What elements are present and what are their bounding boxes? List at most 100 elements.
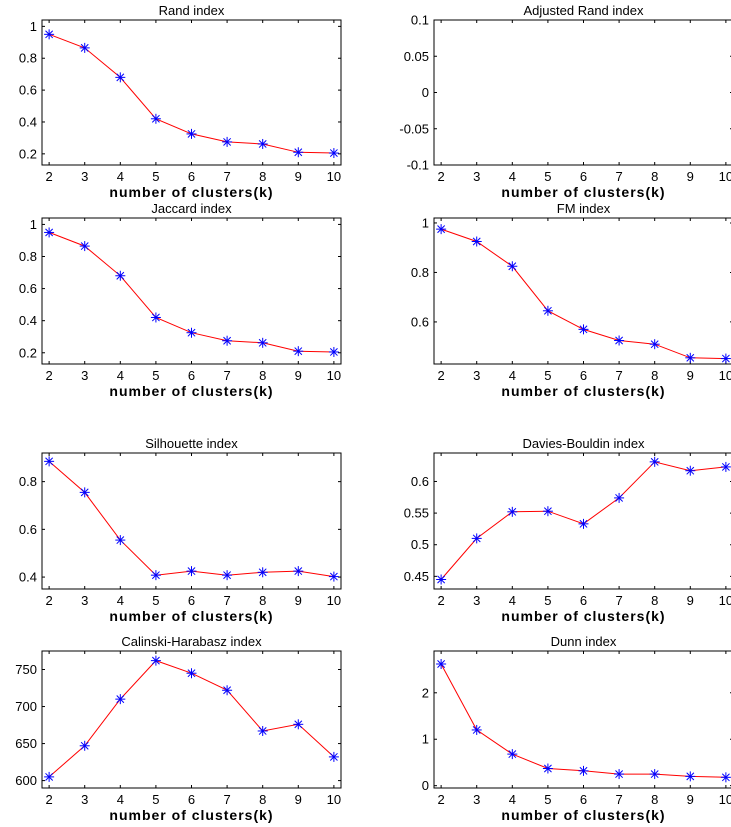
y-tick-label: 0.2 xyxy=(19,345,37,360)
x-tick-label: 3 xyxy=(81,368,88,383)
data-point xyxy=(186,668,197,679)
x-tick-label: 2 xyxy=(438,593,445,608)
y-tick-label: 0.2 xyxy=(19,146,37,161)
x-tick-label: 3 xyxy=(473,792,480,807)
chart-title-fm-index: FM index xyxy=(557,201,611,216)
x-tick-label: 2 xyxy=(46,593,53,608)
data-point xyxy=(685,352,696,363)
data-point xyxy=(79,241,90,252)
y-tick-label: 700 xyxy=(15,699,37,714)
x-axis-label: number of clusters(k) xyxy=(109,807,273,823)
x-tick-label: 5 xyxy=(152,169,159,184)
x-tick-label: 3 xyxy=(473,169,480,184)
y-tick-label: 0.8 xyxy=(19,249,37,264)
y-tick-label: 650 xyxy=(15,736,37,751)
x-tick-label: 7 xyxy=(223,593,230,608)
x-tick-label: 2 xyxy=(438,169,445,184)
y-tick-label: 600 xyxy=(15,773,37,788)
data-point xyxy=(293,566,304,577)
x-tick-label: 6 xyxy=(188,169,195,184)
x-axis-label: number of clusters(k) xyxy=(501,383,665,399)
x-tick-label: 7 xyxy=(223,368,230,383)
y-tick-label: 0.5 xyxy=(411,537,429,552)
y-tick-label: 0 xyxy=(422,778,429,793)
x-tick-label: 6 xyxy=(580,792,587,807)
x-axis-label: number of clusters(k) xyxy=(109,608,273,624)
x-tick-label: 9 xyxy=(687,593,694,608)
data-point xyxy=(614,492,625,503)
x-tick-label: 9 xyxy=(295,593,302,608)
x-axis-label: number of clusters(k) xyxy=(109,383,273,399)
data-point xyxy=(150,113,161,124)
data-point xyxy=(79,740,90,751)
data-point xyxy=(685,771,696,782)
data-point xyxy=(471,236,482,247)
y-tick-label: 0.4 xyxy=(19,114,37,129)
x-tick-label: 7 xyxy=(615,593,622,608)
x-tick-label: 9 xyxy=(687,368,694,383)
x-tick-label: 5 xyxy=(544,368,551,383)
y-tick-label: 0.4 xyxy=(19,570,37,585)
data-point xyxy=(257,337,268,348)
x-tick-label: 2 xyxy=(438,792,445,807)
data-point xyxy=(293,346,304,357)
x-tick-label: 8 xyxy=(651,593,658,608)
y-tick-label: 1 xyxy=(30,19,37,34)
x-tick-label: 9 xyxy=(687,792,694,807)
x-tick-label: 5 xyxy=(152,593,159,608)
x-tick-label: 5 xyxy=(544,169,551,184)
data-point xyxy=(79,487,90,498)
x-tick-label: 3 xyxy=(81,593,88,608)
data-point xyxy=(293,719,304,730)
y-tick-label: 1 xyxy=(30,217,37,232)
y-tick-label: -0.05 xyxy=(399,121,429,136)
subplot-dunn-index: Dunn index 2 3 4 5 6 7 8 9 10 0 1 2 number of cluster… xyxy=(422,634,731,823)
data-point xyxy=(578,324,589,335)
data-point xyxy=(507,749,518,760)
x-tick-label: 9 xyxy=(295,169,302,184)
data-point xyxy=(257,567,268,578)
data-point xyxy=(471,724,482,735)
data-point xyxy=(257,138,268,149)
x-tick-label: 8 xyxy=(259,368,266,383)
data-point xyxy=(44,456,55,467)
y-tick-label: 0.8 xyxy=(19,51,37,66)
y-tick-label: -0.1 xyxy=(407,158,429,173)
chart-title-silhouette-index: Silhouette index xyxy=(145,436,238,451)
y-tick-label: 0.8 xyxy=(19,474,37,489)
x-tick-label: 2 xyxy=(46,368,53,383)
x-tick-label: 10 xyxy=(719,593,731,608)
x-tick-label: 9 xyxy=(295,792,302,807)
chart-title-calinski-harabasz-index: Calinski-Harabasz index xyxy=(121,634,262,649)
axes-frame xyxy=(433,452,731,590)
x-tick-label: 3 xyxy=(81,169,88,184)
data-point xyxy=(578,765,589,776)
data-point xyxy=(222,685,233,696)
y-tick-label: 1 xyxy=(422,215,429,230)
data-point xyxy=(115,270,126,281)
subplot-jaccard-index: Jaccard index 2 3 4 5 6 7 8 9 10 0.2 0.4 0.6 0.8 1 numb… xyxy=(19,201,342,399)
y-tick-label: 0.05 xyxy=(404,49,429,64)
data-point xyxy=(79,42,90,53)
x-tick-label: 4 xyxy=(117,593,124,608)
data-point xyxy=(186,327,197,338)
data-point xyxy=(542,763,553,774)
series-line xyxy=(440,228,726,360)
data-point xyxy=(115,72,126,83)
x-tick-label: 3 xyxy=(473,368,480,383)
data-point xyxy=(222,136,233,147)
x-tick-label: 4 xyxy=(509,368,516,383)
x-tick-label: 5 xyxy=(544,593,551,608)
subplot-davies-bouldin-index: Davies-Bouldin index 2 3 4 5 6 7 8 9 10 0.45 0.5 0.5… xyxy=(404,436,731,624)
data-point xyxy=(507,261,518,272)
data-point xyxy=(649,339,660,350)
x-tick-label: 4 xyxy=(117,169,124,184)
x-tick-label: 4 xyxy=(117,368,124,383)
data-point xyxy=(436,574,447,585)
series-line xyxy=(48,461,334,578)
data-point xyxy=(150,312,161,323)
x-tick-label: 8 xyxy=(651,169,658,184)
data-point xyxy=(542,506,553,517)
x-tick-label: 4 xyxy=(509,169,516,184)
